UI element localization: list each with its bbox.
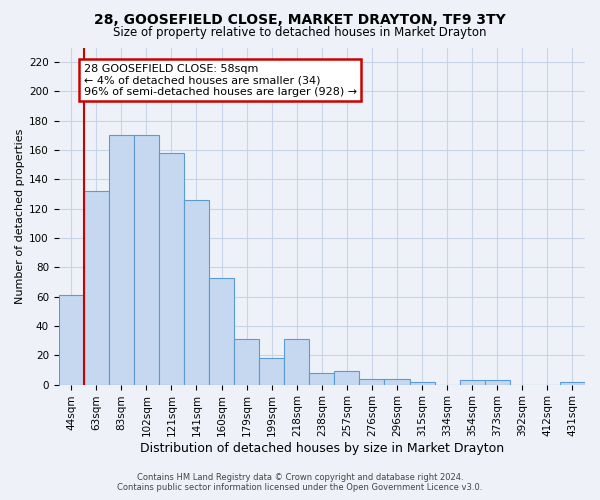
Y-axis label: Number of detached properties: Number of detached properties [15, 128, 25, 304]
Text: Contains HM Land Registry data © Crown copyright and database right 2024.
Contai: Contains HM Land Registry data © Crown c… [118, 473, 482, 492]
Bar [334, 372, 359, 384]
Bar [284, 339, 309, 384]
Bar [109, 136, 134, 384]
Bar [460, 380, 485, 384]
Bar [359, 378, 385, 384]
Bar [184, 200, 209, 384]
Text: 28, GOOSEFIELD CLOSE, MARKET DRAYTON, TF9 3TY: 28, GOOSEFIELD CLOSE, MARKET DRAYTON, TF… [94, 12, 506, 26]
Text: 28 GOOSEFIELD CLOSE: 58sqm
← 4% of detached houses are smaller (34)
96% of semi-: 28 GOOSEFIELD CLOSE: 58sqm ← 4% of detac… [84, 64, 357, 97]
Bar [309, 373, 334, 384]
X-axis label: Distribution of detached houses by size in Market Drayton: Distribution of detached houses by size … [140, 442, 504, 455]
Bar [410, 382, 434, 384]
Bar [159, 153, 184, 384]
Bar [84, 191, 109, 384]
Bar [134, 136, 159, 384]
Bar [209, 278, 234, 384]
Bar [560, 382, 585, 384]
Bar [59, 295, 84, 384]
Text: Size of property relative to detached houses in Market Drayton: Size of property relative to detached ho… [113, 26, 487, 39]
Bar [259, 358, 284, 384]
Bar [485, 380, 510, 384]
Bar [234, 339, 259, 384]
Bar [385, 378, 410, 384]
